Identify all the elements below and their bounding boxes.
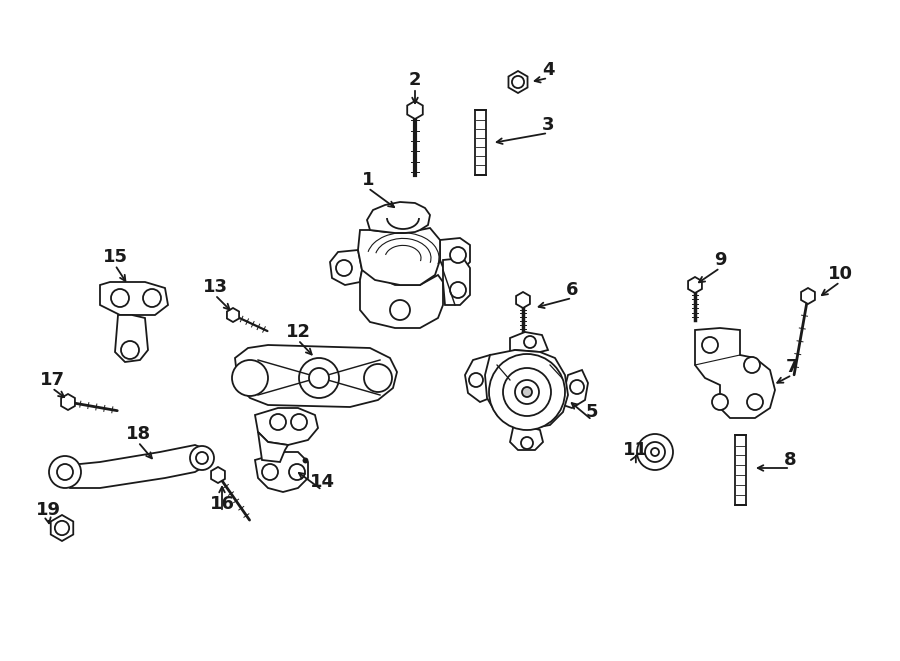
Circle shape bbox=[515, 380, 539, 404]
Polygon shape bbox=[508, 71, 527, 93]
Circle shape bbox=[651, 448, 659, 456]
Circle shape bbox=[111, 289, 129, 307]
Polygon shape bbox=[801, 288, 814, 304]
Text: 15: 15 bbox=[103, 248, 128, 266]
Text: 3: 3 bbox=[542, 116, 554, 134]
Polygon shape bbox=[695, 328, 775, 418]
Polygon shape bbox=[443, 258, 470, 305]
Text: 10: 10 bbox=[827, 265, 852, 283]
Circle shape bbox=[49, 456, 81, 488]
Circle shape bbox=[744, 357, 760, 373]
Circle shape bbox=[121, 341, 139, 359]
Circle shape bbox=[450, 247, 466, 263]
Circle shape bbox=[702, 337, 718, 353]
Polygon shape bbox=[255, 408, 318, 445]
Circle shape bbox=[645, 442, 665, 462]
Text: 13: 13 bbox=[202, 278, 228, 296]
Circle shape bbox=[390, 300, 410, 320]
Text: 18: 18 bbox=[125, 425, 150, 443]
Polygon shape bbox=[258, 432, 288, 462]
Circle shape bbox=[522, 387, 532, 397]
Polygon shape bbox=[516, 292, 530, 308]
Polygon shape bbox=[367, 202, 430, 233]
Polygon shape bbox=[255, 452, 308, 492]
Circle shape bbox=[190, 446, 214, 470]
Polygon shape bbox=[227, 308, 239, 322]
Circle shape bbox=[570, 380, 584, 394]
Text: 8: 8 bbox=[784, 451, 796, 469]
Text: 1: 1 bbox=[362, 171, 374, 189]
Circle shape bbox=[450, 282, 466, 298]
Circle shape bbox=[521, 437, 533, 449]
Text: 7: 7 bbox=[786, 358, 798, 376]
Text: 9: 9 bbox=[714, 251, 726, 269]
Polygon shape bbox=[115, 315, 148, 362]
Circle shape bbox=[270, 414, 286, 430]
Polygon shape bbox=[330, 250, 362, 285]
Polygon shape bbox=[510, 425, 543, 450]
Circle shape bbox=[489, 354, 565, 430]
Text: 19: 19 bbox=[35, 501, 60, 519]
Polygon shape bbox=[358, 228, 440, 285]
Polygon shape bbox=[465, 355, 490, 402]
Circle shape bbox=[57, 464, 73, 480]
Polygon shape bbox=[407, 101, 423, 119]
Circle shape bbox=[503, 368, 551, 416]
Circle shape bbox=[637, 434, 673, 470]
Circle shape bbox=[262, 464, 278, 480]
Circle shape bbox=[232, 360, 268, 396]
Polygon shape bbox=[563, 370, 588, 408]
Polygon shape bbox=[212, 467, 225, 483]
Circle shape bbox=[364, 364, 392, 392]
Polygon shape bbox=[510, 332, 548, 352]
Circle shape bbox=[143, 289, 161, 307]
Circle shape bbox=[336, 260, 352, 276]
Circle shape bbox=[289, 464, 305, 480]
Text: 11: 11 bbox=[623, 441, 647, 459]
Polygon shape bbox=[474, 110, 485, 175]
Text: 17: 17 bbox=[40, 371, 65, 389]
Text: 16: 16 bbox=[210, 495, 235, 513]
Text: 6: 6 bbox=[566, 281, 578, 299]
Polygon shape bbox=[485, 350, 568, 428]
Text: 4: 4 bbox=[542, 61, 554, 79]
Text: 5: 5 bbox=[586, 403, 598, 421]
Circle shape bbox=[55, 521, 69, 535]
Circle shape bbox=[309, 368, 329, 388]
Circle shape bbox=[291, 414, 307, 430]
Polygon shape bbox=[734, 435, 745, 505]
Circle shape bbox=[524, 336, 536, 348]
Polygon shape bbox=[61, 394, 75, 410]
Polygon shape bbox=[55, 445, 210, 488]
Text: 14: 14 bbox=[310, 473, 335, 491]
Text: 2: 2 bbox=[409, 71, 421, 89]
Circle shape bbox=[512, 76, 524, 88]
Circle shape bbox=[196, 452, 208, 464]
Circle shape bbox=[299, 358, 339, 398]
Polygon shape bbox=[235, 345, 397, 407]
Polygon shape bbox=[100, 282, 168, 315]
Polygon shape bbox=[440, 238, 470, 272]
Polygon shape bbox=[688, 277, 702, 293]
Circle shape bbox=[712, 394, 728, 410]
Circle shape bbox=[747, 394, 763, 410]
Text: 12: 12 bbox=[285, 323, 310, 341]
Circle shape bbox=[469, 373, 483, 387]
Polygon shape bbox=[360, 270, 443, 328]
Polygon shape bbox=[50, 515, 73, 541]
